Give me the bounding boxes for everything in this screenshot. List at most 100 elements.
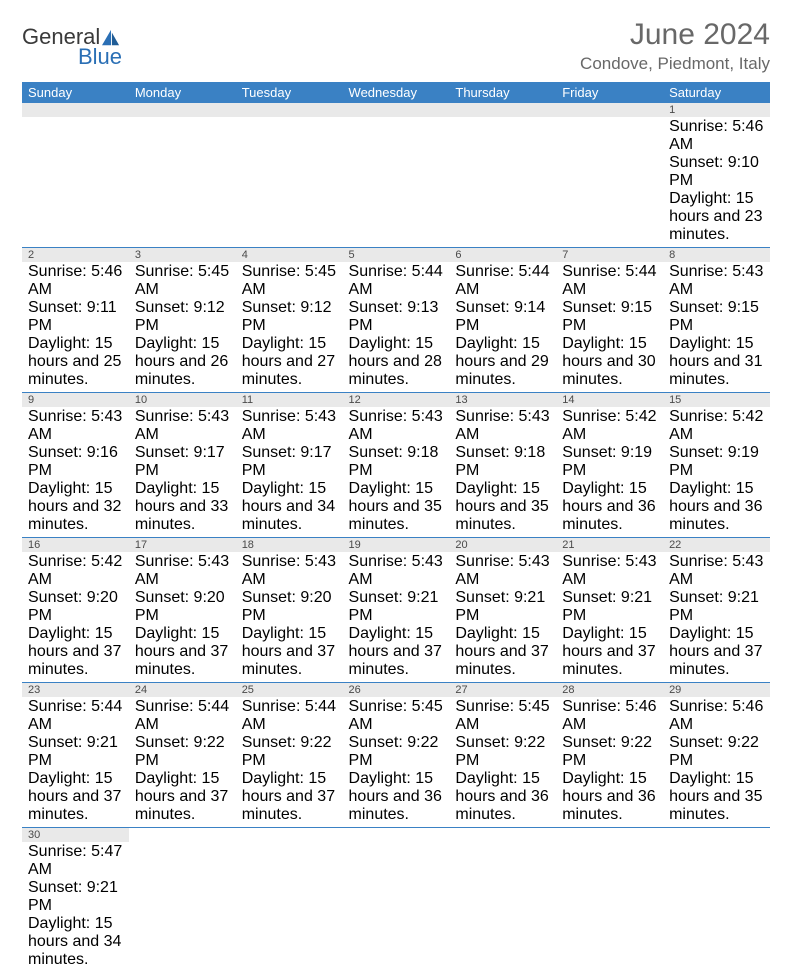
day-body-cell	[343, 117, 450, 248]
day-number-cell: 8	[663, 248, 770, 263]
sunrise-line: Sunrise: 5:46 AM	[28, 263, 123, 299]
day-body-cell: Sunrise: 5:44 AMSunset: 9:22 PMDaylight:…	[129, 697, 236, 828]
day-number-cell	[129, 103, 236, 117]
sunset-line: Sunset: 9:20 PM	[135, 589, 230, 625]
day-number-cell: 14	[556, 393, 663, 408]
sunset-line: Sunset: 9:17 PM	[242, 444, 337, 480]
sunset-line: Sunset: 9:22 PM	[349, 734, 444, 770]
sunset-line: Sunset: 9:21 PM	[562, 589, 657, 625]
day-body-row: Sunrise: 5:46 AMSunset: 9:10 PMDaylight:…	[22, 117, 770, 248]
day-number-row: 2345678	[22, 248, 770, 263]
sunrise-line: Sunrise: 5:43 AM	[242, 408, 337, 444]
day-number-cell	[556, 828, 663, 843]
day-number-cell	[343, 103, 450, 117]
daylight-line: Daylight: 15 hours and 37 minutes.	[28, 625, 123, 679]
sunrise-line: Sunrise: 5:45 AM	[349, 698, 444, 734]
day-body-cell: Sunrise: 5:43 AMSunset: 9:21 PMDaylight:…	[663, 552, 770, 683]
day-number-cell: 20	[449, 538, 556, 553]
sunset-line: Sunset: 9:20 PM	[28, 589, 123, 625]
logo: GeneralBlue	[22, 24, 162, 70]
day-number-cell	[449, 103, 556, 117]
day-header: Friday	[556, 82, 663, 103]
day-number-cell: 9	[22, 393, 129, 408]
day-number-cell: 30	[22, 828, 129, 843]
daylight-line: Daylight: 15 hours and 28 minutes.	[349, 335, 444, 389]
sunset-line: Sunset: 9:21 PM	[28, 734, 123, 770]
day-number-cell: 3	[129, 248, 236, 263]
day-number-cell: 18	[236, 538, 343, 553]
day-number-row: 30	[22, 828, 770, 843]
calendar-table: Sunday Monday Tuesday Wednesday Thursday…	[22, 82, 770, 972]
sunset-line: Sunset: 9:19 PM	[562, 444, 657, 480]
day-body-cell: Sunrise: 5:42 AMSunset: 9:20 PMDaylight:…	[22, 552, 129, 683]
day-body-cell: Sunrise: 5:46 AMSunset: 9:11 PMDaylight:…	[22, 262, 129, 393]
daylight-line: Daylight: 15 hours and 36 minutes.	[455, 770, 550, 824]
header: GeneralBlue June 2024 Condove, Piedmont,…	[22, 18, 770, 74]
sunset-line: Sunset: 9:19 PM	[669, 444, 764, 480]
day-body-cell: Sunrise: 5:44 AMSunset: 9:13 PMDaylight:…	[343, 262, 450, 393]
day-number-row: 9101112131415	[22, 393, 770, 408]
day-body-cell: Sunrise: 5:45 AMSunset: 9:22 PMDaylight:…	[449, 697, 556, 828]
day-number-cell	[129, 828, 236, 843]
sunset-line: Sunset: 9:13 PM	[349, 299, 444, 335]
sunrise-line: Sunrise: 5:43 AM	[28, 408, 123, 444]
sunset-line: Sunset: 9:12 PM	[242, 299, 337, 335]
day-number-cell: 23	[22, 683, 129, 698]
sunrise-line: Sunrise: 5:42 AM	[28, 553, 123, 589]
day-body-cell	[343, 842, 450, 972]
sunrise-line: Sunrise: 5:44 AM	[562, 263, 657, 299]
daylight-line: Daylight: 15 hours and 37 minutes.	[562, 625, 657, 679]
day-number-cell: 11	[236, 393, 343, 408]
day-number-cell: 15	[663, 393, 770, 408]
daylight-line: Daylight: 15 hours and 26 minutes.	[135, 335, 230, 389]
day-number-cell	[343, 828, 450, 843]
daylight-line: Daylight: 15 hours and 29 minutes.	[455, 335, 550, 389]
day-body-cell	[236, 117, 343, 248]
day-body-cell: Sunrise: 5:43 AMSunset: 9:18 PMDaylight:…	[343, 407, 450, 538]
day-body-cell: Sunrise: 5:43 AMSunset: 9:18 PMDaylight:…	[449, 407, 556, 538]
day-header: Wednesday	[343, 82, 450, 103]
sunrise-line: Sunrise: 5:43 AM	[562, 553, 657, 589]
day-number-cell: 29	[663, 683, 770, 698]
day-number-cell	[556, 103, 663, 117]
day-body-cell: Sunrise: 5:43 AMSunset: 9:20 PMDaylight:…	[236, 552, 343, 683]
day-body-row: Sunrise: 5:42 AMSunset: 9:20 PMDaylight:…	[22, 552, 770, 683]
daylight-line: Daylight: 15 hours and 34 minutes.	[28, 915, 123, 969]
sunrise-line: Sunrise: 5:43 AM	[135, 553, 230, 589]
daylight-line: Daylight: 15 hours and 37 minutes.	[28, 770, 123, 824]
day-number-cell	[449, 828, 556, 843]
daylight-line: Daylight: 15 hours and 36 minutes.	[669, 480, 764, 534]
sunrise-line: Sunrise: 5:43 AM	[669, 553, 764, 589]
day-number-cell: 12	[343, 393, 450, 408]
day-body-cell	[129, 117, 236, 248]
day-number-cell: 24	[129, 683, 236, 698]
day-body-cell	[129, 842, 236, 972]
sunrise-line: Sunrise: 5:42 AM	[562, 408, 657, 444]
sunset-line: Sunset: 9:15 PM	[669, 299, 764, 335]
day-body-cell: Sunrise: 5:44 AMSunset: 9:14 PMDaylight:…	[449, 262, 556, 393]
day-body-cell: Sunrise: 5:47 AMSunset: 9:21 PMDaylight:…	[22, 842, 129, 972]
sunset-line: Sunset: 9:11 PM	[28, 299, 123, 335]
sunset-line: Sunset: 9:22 PM	[562, 734, 657, 770]
sunrise-line: Sunrise: 5:46 AM	[669, 118, 764, 154]
day-body-cell: Sunrise: 5:43 AMSunset: 9:16 PMDaylight:…	[22, 407, 129, 538]
day-body-cell	[22, 117, 129, 248]
daylight-line: Daylight: 15 hours and 35 minutes.	[455, 480, 550, 534]
day-body-row: Sunrise: 5:47 AMSunset: 9:21 PMDaylight:…	[22, 842, 770, 972]
daylight-line: Daylight: 15 hours and 35 minutes.	[669, 770, 764, 824]
day-header: Saturday	[663, 82, 770, 103]
day-body-cell: Sunrise: 5:43 AMSunset: 9:21 PMDaylight:…	[556, 552, 663, 683]
daylight-line: Daylight: 15 hours and 36 minutes.	[562, 770, 657, 824]
day-header-row: Sunday Monday Tuesday Wednesday Thursday…	[22, 82, 770, 103]
daylight-line: Daylight: 15 hours and 31 minutes.	[669, 335, 764, 389]
sunrise-line: Sunrise: 5:43 AM	[349, 553, 444, 589]
sunset-line: Sunset: 9:21 PM	[28, 879, 123, 915]
day-number-cell: 13	[449, 393, 556, 408]
month-title: June 2024	[580, 18, 770, 52]
day-number-cell: 17	[129, 538, 236, 553]
day-body-cell: Sunrise: 5:42 AMSunset: 9:19 PMDaylight:…	[663, 407, 770, 538]
daylight-line: Daylight: 15 hours and 37 minutes.	[349, 625, 444, 679]
sunset-line: Sunset: 9:21 PM	[455, 589, 550, 625]
sunset-line: Sunset: 9:21 PM	[669, 589, 764, 625]
sunset-line: Sunset: 9:18 PM	[349, 444, 444, 480]
